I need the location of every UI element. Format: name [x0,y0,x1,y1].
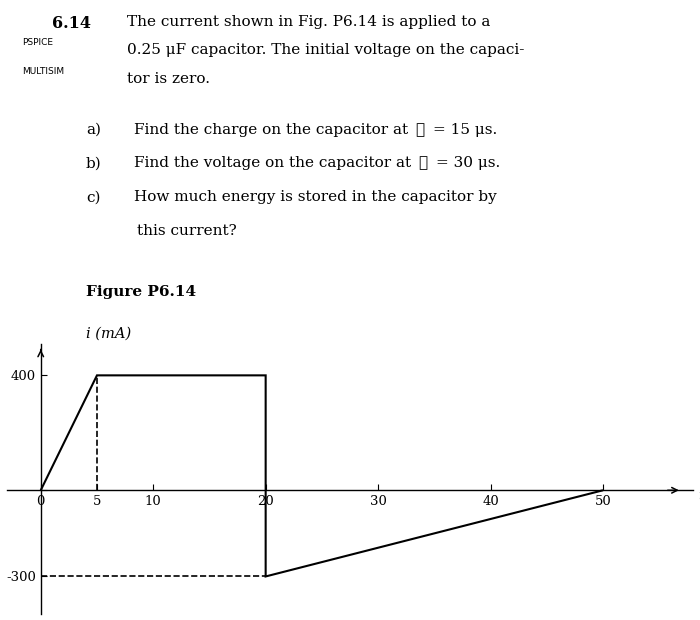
Text: 6.14: 6.14 [52,15,90,32]
Text: t (μs): t (μs) [699,488,700,503]
Text: a): a) [86,123,101,136]
Text: MULTISIM: MULTISIM [22,67,64,76]
Text: The current shown in Fig. P6.14 is applied to a: The current shown in Fig. P6.14 is appli… [127,15,491,29]
Text: tor is zero.: tor is zero. [127,72,210,86]
Text: i (mA): i (mA) [86,327,131,341]
Text: this current?: this current? [137,224,237,238]
Text: 0.25 μF capacitor. The initial voltage on the capaci-: 0.25 μF capacitor. The initial voltage o… [127,43,524,57]
Text: b): b) [86,156,101,171]
Text: PSPICE: PSPICE [22,38,53,47]
Text: How much energy is stored in the capacitor by: How much energy is stored in the capacit… [134,190,497,204]
Text: Figure P6.14: Figure P6.14 [86,285,196,299]
Text: c): c) [86,190,100,204]
Text: Find the voltage on the capacitor at    = 30 μs.: Find the voltage on the capacitor at  =… [134,156,500,171]
Text: Find the charge on the capacitor at    = 15 μs.: Find the charge on the capacitor at  = … [134,123,497,136]
